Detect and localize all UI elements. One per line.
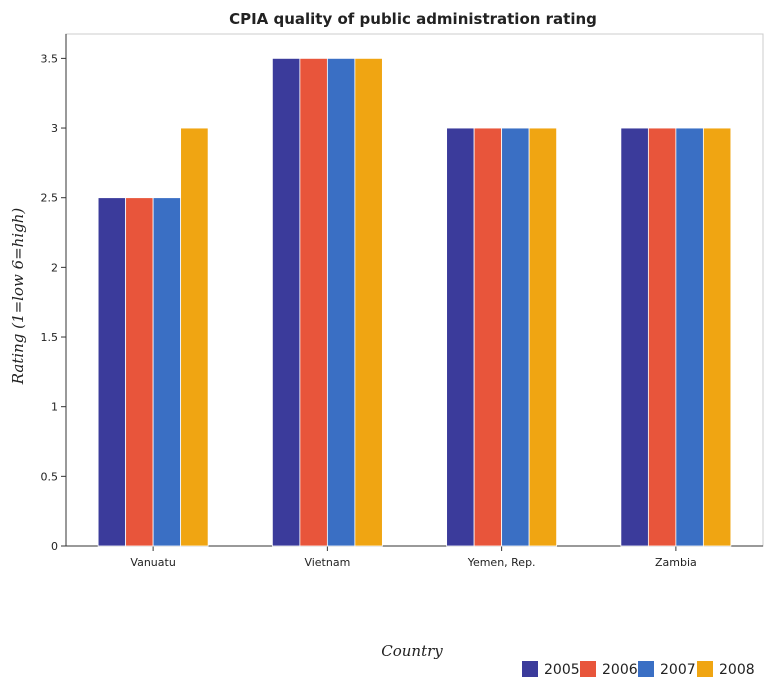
x-tick-label: Vanuatu — [130, 556, 175, 569]
bar — [354, 57, 383, 547]
legend-swatch — [522, 661, 538, 677]
x-tick-label: Zambia — [655, 556, 697, 569]
bar — [702, 127, 732, 547]
legend-label: 2007 — [660, 662, 696, 678]
bar — [501, 127, 530, 547]
y-tick-label: 2.5 — [41, 192, 59, 205]
bar — [271, 57, 301, 547]
chart-title: CPIA quality of public administration ra… — [229, 10, 597, 28]
y-tick-label: 1 — [51, 401, 58, 414]
legend-label: 2006 — [602, 662, 638, 678]
legend-label: 2008 — [719, 662, 755, 678]
bar — [299, 57, 328, 547]
bar — [446, 127, 475, 547]
y-axis: 0 0.5 1 1.5 2 2.5 3 3.5 — [41, 52, 66, 553]
legend-swatch — [580, 661, 596, 677]
y-tick-label: 0.5 — [41, 470, 59, 483]
x-tick-label: Vietnam — [304, 556, 350, 569]
legend: 2005 2006 2007 2008 — [522, 661, 755, 678]
y-tick-label: 3.5 — [41, 52, 59, 65]
bar — [152, 197, 182, 547]
x-axis: Vanuatu Vietnam Yemen, Rep. Zambia — [130, 546, 697, 569]
y-tick-label: 1.5 — [41, 331, 59, 344]
legend-label: 2005 — [544, 662, 580, 678]
bar — [125, 197, 154, 547]
bar — [326, 57, 356, 547]
x-axis-label: Country — [381, 642, 443, 660]
legend-swatch — [697, 661, 713, 677]
bar — [620, 127, 649, 547]
y-tick-label: 3 — [51, 122, 58, 135]
bars — [97, 57, 732, 547]
bar — [180, 127, 209, 547]
x-tick-label: Yemen, Rep. — [467, 556, 536, 569]
bar — [473, 127, 503, 547]
bar — [97, 197, 127, 547]
legend-swatch — [638, 661, 654, 677]
bar — [528, 127, 558, 547]
bar — [675, 127, 704, 547]
y-tick-label: 2 — [51, 261, 58, 274]
y-axis-label: Rating (1=low 6=high) — [9, 208, 27, 386]
y-tick-label: 0 — [51, 540, 58, 553]
bar — [647, 127, 677, 547]
